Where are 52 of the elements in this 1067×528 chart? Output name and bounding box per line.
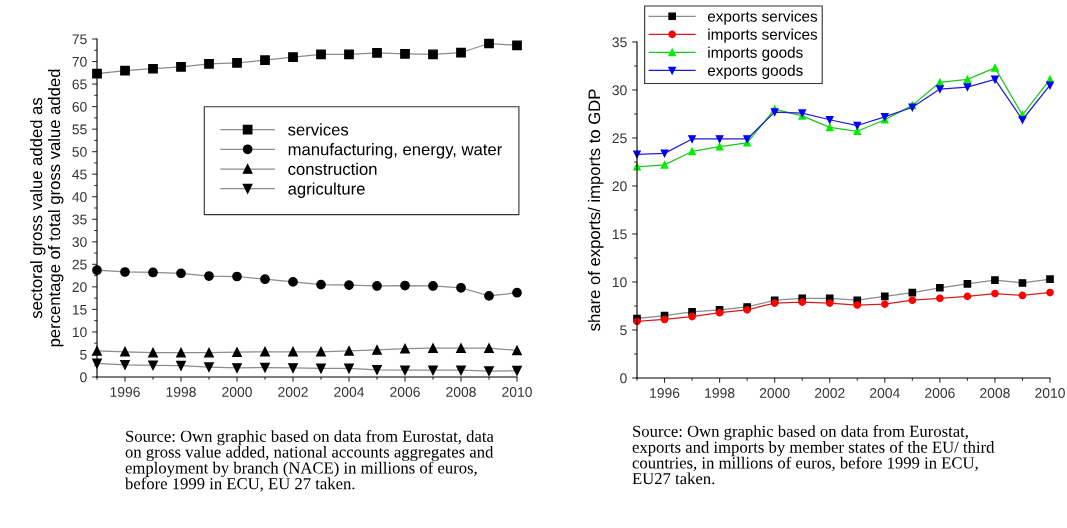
x-tick-label: 2006 [925, 388, 955, 398]
legend-label: imports goods [708, 46, 803, 61]
y-tick-label: 15 [72, 304, 87, 315]
legend-label: construction [288, 162, 377, 176]
y-tick-label: 25 [72, 259, 87, 270]
y-tick-label: 75 [72, 34, 87, 45]
source-note: Source: Own graphic based on data from Eurostat, exports and imports by member states of the EU/ third countries, in millions of euros, before 1999 in ECU, EU27 taken. [632, 425, 995, 485]
y-tick-label: 35 [72, 214, 87, 225]
y-tick-label: 40 [72, 192, 87, 202]
legend-label: manufacturing, energy, water [288, 143, 502, 159]
y-tick-label: 5 [80, 349, 87, 360]
y-tick-label: 20 [612, 181, 627, 192]
x-tick-label: 2010 [1035, 388, 1065, 398]
y-tick-label: 10 [612, 277, 627, 288]
x-tick-label: 2008 [980, 388, 1010, 398]
y-axis-title: share of exports/ imports to GDP [587, 89, 604, 331]
x-tick-label: 2002 [814, 388, 845, 398]
y-tick-label: 35 [612, 37, 627, 48]
x-tick-label: 2010 [502, 387, 532, 397]
x-tick-label: 1996 [110, 387, 140, 397]
x-tick-label: 2004 [334, 387, 365, 397]
y-axis-title: sectoral gross value added as percentage of total gross value added [30, 69, 64, 347]
y-tick-label: 5 [620, 325, 627, 336]
x-tick-label: 1998 [166, 387, 196, 397]
source-note: Source: Own graphic based on data from Eurostat, data on gross value added, national accounts aggregates and employment by branch (NACE) in millions of euros, before 1999 in ECU, EU 27 taken. [125, 430, 494, 492]
x-tick-label: 2008 [446, 387, 476, 397]
legend-label: exports goods [707, 64, 803, 79]
y-tick-label: 20 [72, 282, 87, 293]
x-tick-label: 2006 [390, 387, 420, 397]
x-tick-label: 1996 [650, 388, 680, 398]
y-tick-label: 65 [72, 79, 87, 90]
y-tick-label: 30 [72, 237, 87, 247]
x-tick-label: 1998 [705, 388, 735, 398]
x-tick-label: 2000 [222, 387, 252, 397]
y-tick-label: 45 [72, 169, 87, 180]
y-tick-label: 30 [612, 85, 627, 96]
y-tick-label: 15 [612, 229, 627, 240]
y-tick-label: 55 [72, 124, 87, 135]
legend-label: exports services [707, 10, 818, 25]
y-tick-label: 70 [72, 56, 87, 67]
y-tick-label: 25 [612, 133, 627, 144]
y-tick-label: 50 [72, 147, 87, 157]
x-tick-label: 2004 [870, 388, 900, 398]
y-tick-label: 0 [620, 373, 627, 384]
legend-label: imports services [708, 28, 818, 43]
legend-label: agriculture [288, 182, 365, 198]
x-tick-label: 2000 [759, 388, 790, 398]
y-tick-label: 60 [72, 101, 87, 112]
x-tick-label: 2002 [278, 387, 308, 397]
y-tick-label: 0 [80, 372, 87, 383]
legend-label: services [288, 123, 349, 136]
y-tick-label: 10 [72, 327, 87, 338]
